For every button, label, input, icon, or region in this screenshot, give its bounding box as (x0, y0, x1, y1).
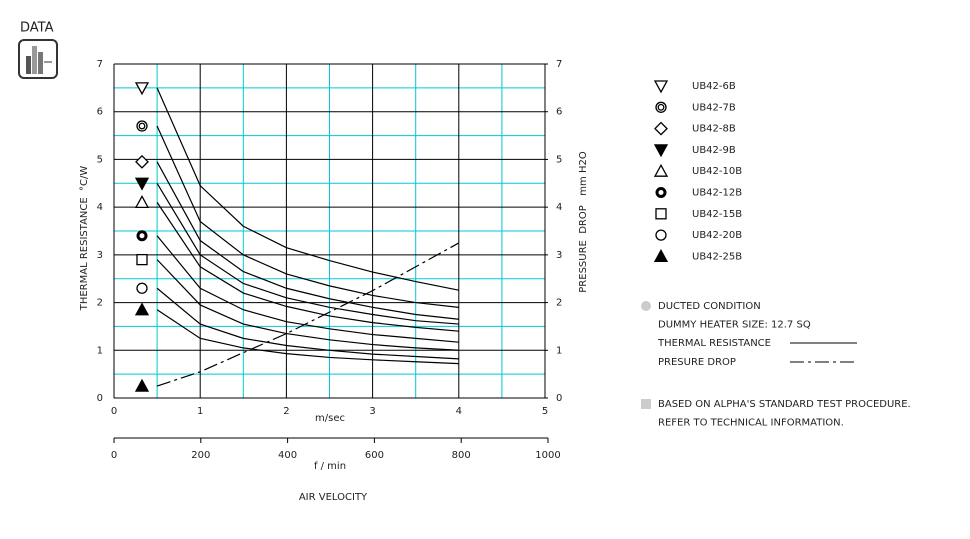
marker (136, 282, 148, 294)
x2-tick-label: 1000 (535, 450, 560, 461)
y-tick-label: 6 (97, 107, 103, 118)
pressure-curve (156, 242, 460, 387)
header: DATA (20, 21, 54, 36)
y2-tick-label: 5 (556, 154, 562, 165)
y2-tick-label: 4 (556, 202, 562, 213)
info-bullet (641, 399, 651, 409)
legend-label: UB42-15B (692, 209, 742, 220)
x-tick-label: 1 (197, 406, 203, 417)
marker (134, 378, 150, 392)
marker (134, 82, 150, 96)
marker (655, 208, 667, 220)
x-tick-label: 2 (283, 406, 289, 417)
thermal-curve (156, 235, 459, 343)
y-tick-label: 7 (97, 59, 103, 70)
info: BASED ON ALPHA'S STANDARD TEST PROCEDURE… (658, 399, 911, 410)
y-tick-label: 5 (97, 154, 103, 165)
y2-tick-label: 3 (556, 250, 562, 261)
x-tick-label: 0 (111, 406, 117, 417)
thermal-curve (156, 125, 459, 308)
legend-label: UB42-8B (692, 124, 736, 135)
thermal-curve (156, 309, 459, 365)
x2-tick-label: 200 (191, 450, 210, 461)
data-icon (18, 39, 58, 79)
marker (134, 195, 150, 209)
x-axis-label: m/sec (315, 413, 345, 424)
x2-tick-label: 800 (452, 450, 471, 461)
marker (654, 121, 668, 136)
y2-tick-label: 7 (556, 59, 562, 70)
marker (655, 101, 667, 113)
x-tick-label: 4 (456, 406, 462, 417)
y-tick-label: 0 (97, 393, 103, 404)
x2-tick-label: 400 (278, 450, 297, 461)
legend-label: UB42-20B (692, 230, 742, 241)
note: PRESURE DROP (658, 357, 736, 368)
note-bullet (641, 301, 651, 311)
y-tick-label: 3 (97, 250, 103, 261)
y-axis-label: THERMAL RESISTANCE °C/W (79, 166, 90, 312)
note: DUMMY HEATER SIZE: 12.7 SQ (658, 320, 811, 331)
thermal-curve (156, 287, 459, 360)
marker (136, 230, 148, 242)
marker (653, 249, 669, 263)
x-tick-label: 3 (369, 406, 375, 417)
marker (134, 177, 150, 191)
marker (134, 302, 150, 316)
marker (136, 253, 148, 266)
marker (136, 120, 148, 132)
info: REFER TO TECHNICAL INFORMATION. (658, 418, 844, 429)
thermal-curve (156, 161, 459, 320)
legend-label: UB42-10B (692, 166, 742, 177)
marker (653, 144, 669, 158)
legend-label: UB42-7B (692, 102, 736, 113)
thermal-curve (156, 202, 459, 332)
marker (135, 154, 149, 169)
x2-tick-label: 0 (111, 450, 117, 461)
thermal-curve (156, 87, 459, 291)
thermal-curve (156, 182, 459, 325)
legend-label: UB42-12B (692, 188, 742, 199)
note: DUCTED CONDITION (658, 301, 761, 312)
y2-axis-label: PRESSURE DROP mm H2O (578, 151, 589, 293)
y2-tick-label: 0 (556, 393, 562, 404)
y-tick-label: 1 (97, 345, 103, 356)
legend-label: UB42-25B (692, 251, 742, 262)
thermal-curve (156, 259, 459, 351)
y-tick-label: 4 (97, 202, 103, 213)
y-tick-label: 2 (97, 298, 103, 309)
x-tick-label: 5 (542, 406, 548, 417)
marker (655, 229, 667, 241)
marker (655, 187, 667, 198)
y2-tick-label: 6 (556, 107, 562, 118)
y2-tick-label: 1 (556, 345, 562, 356)
note: THERMAL RESISTANCE (657, 338, 771, 349)
legend-label: UB42-9B (692, 145, 736, 156)
x-axis-title: AIR VELOCITY (299, 492, 368, 503)
x2-tick-label: 600 (365, 450, 384, 461)
marker (653, 163, 669, 177)
marker (653, 80, 669, 94)
x2-axis-label: f / min (314, 461, 346, 472)
y2-tick-label: 2 (556, 298, 562, 309)
legend-label: UB42-6B (692, 81, 736, 92)
